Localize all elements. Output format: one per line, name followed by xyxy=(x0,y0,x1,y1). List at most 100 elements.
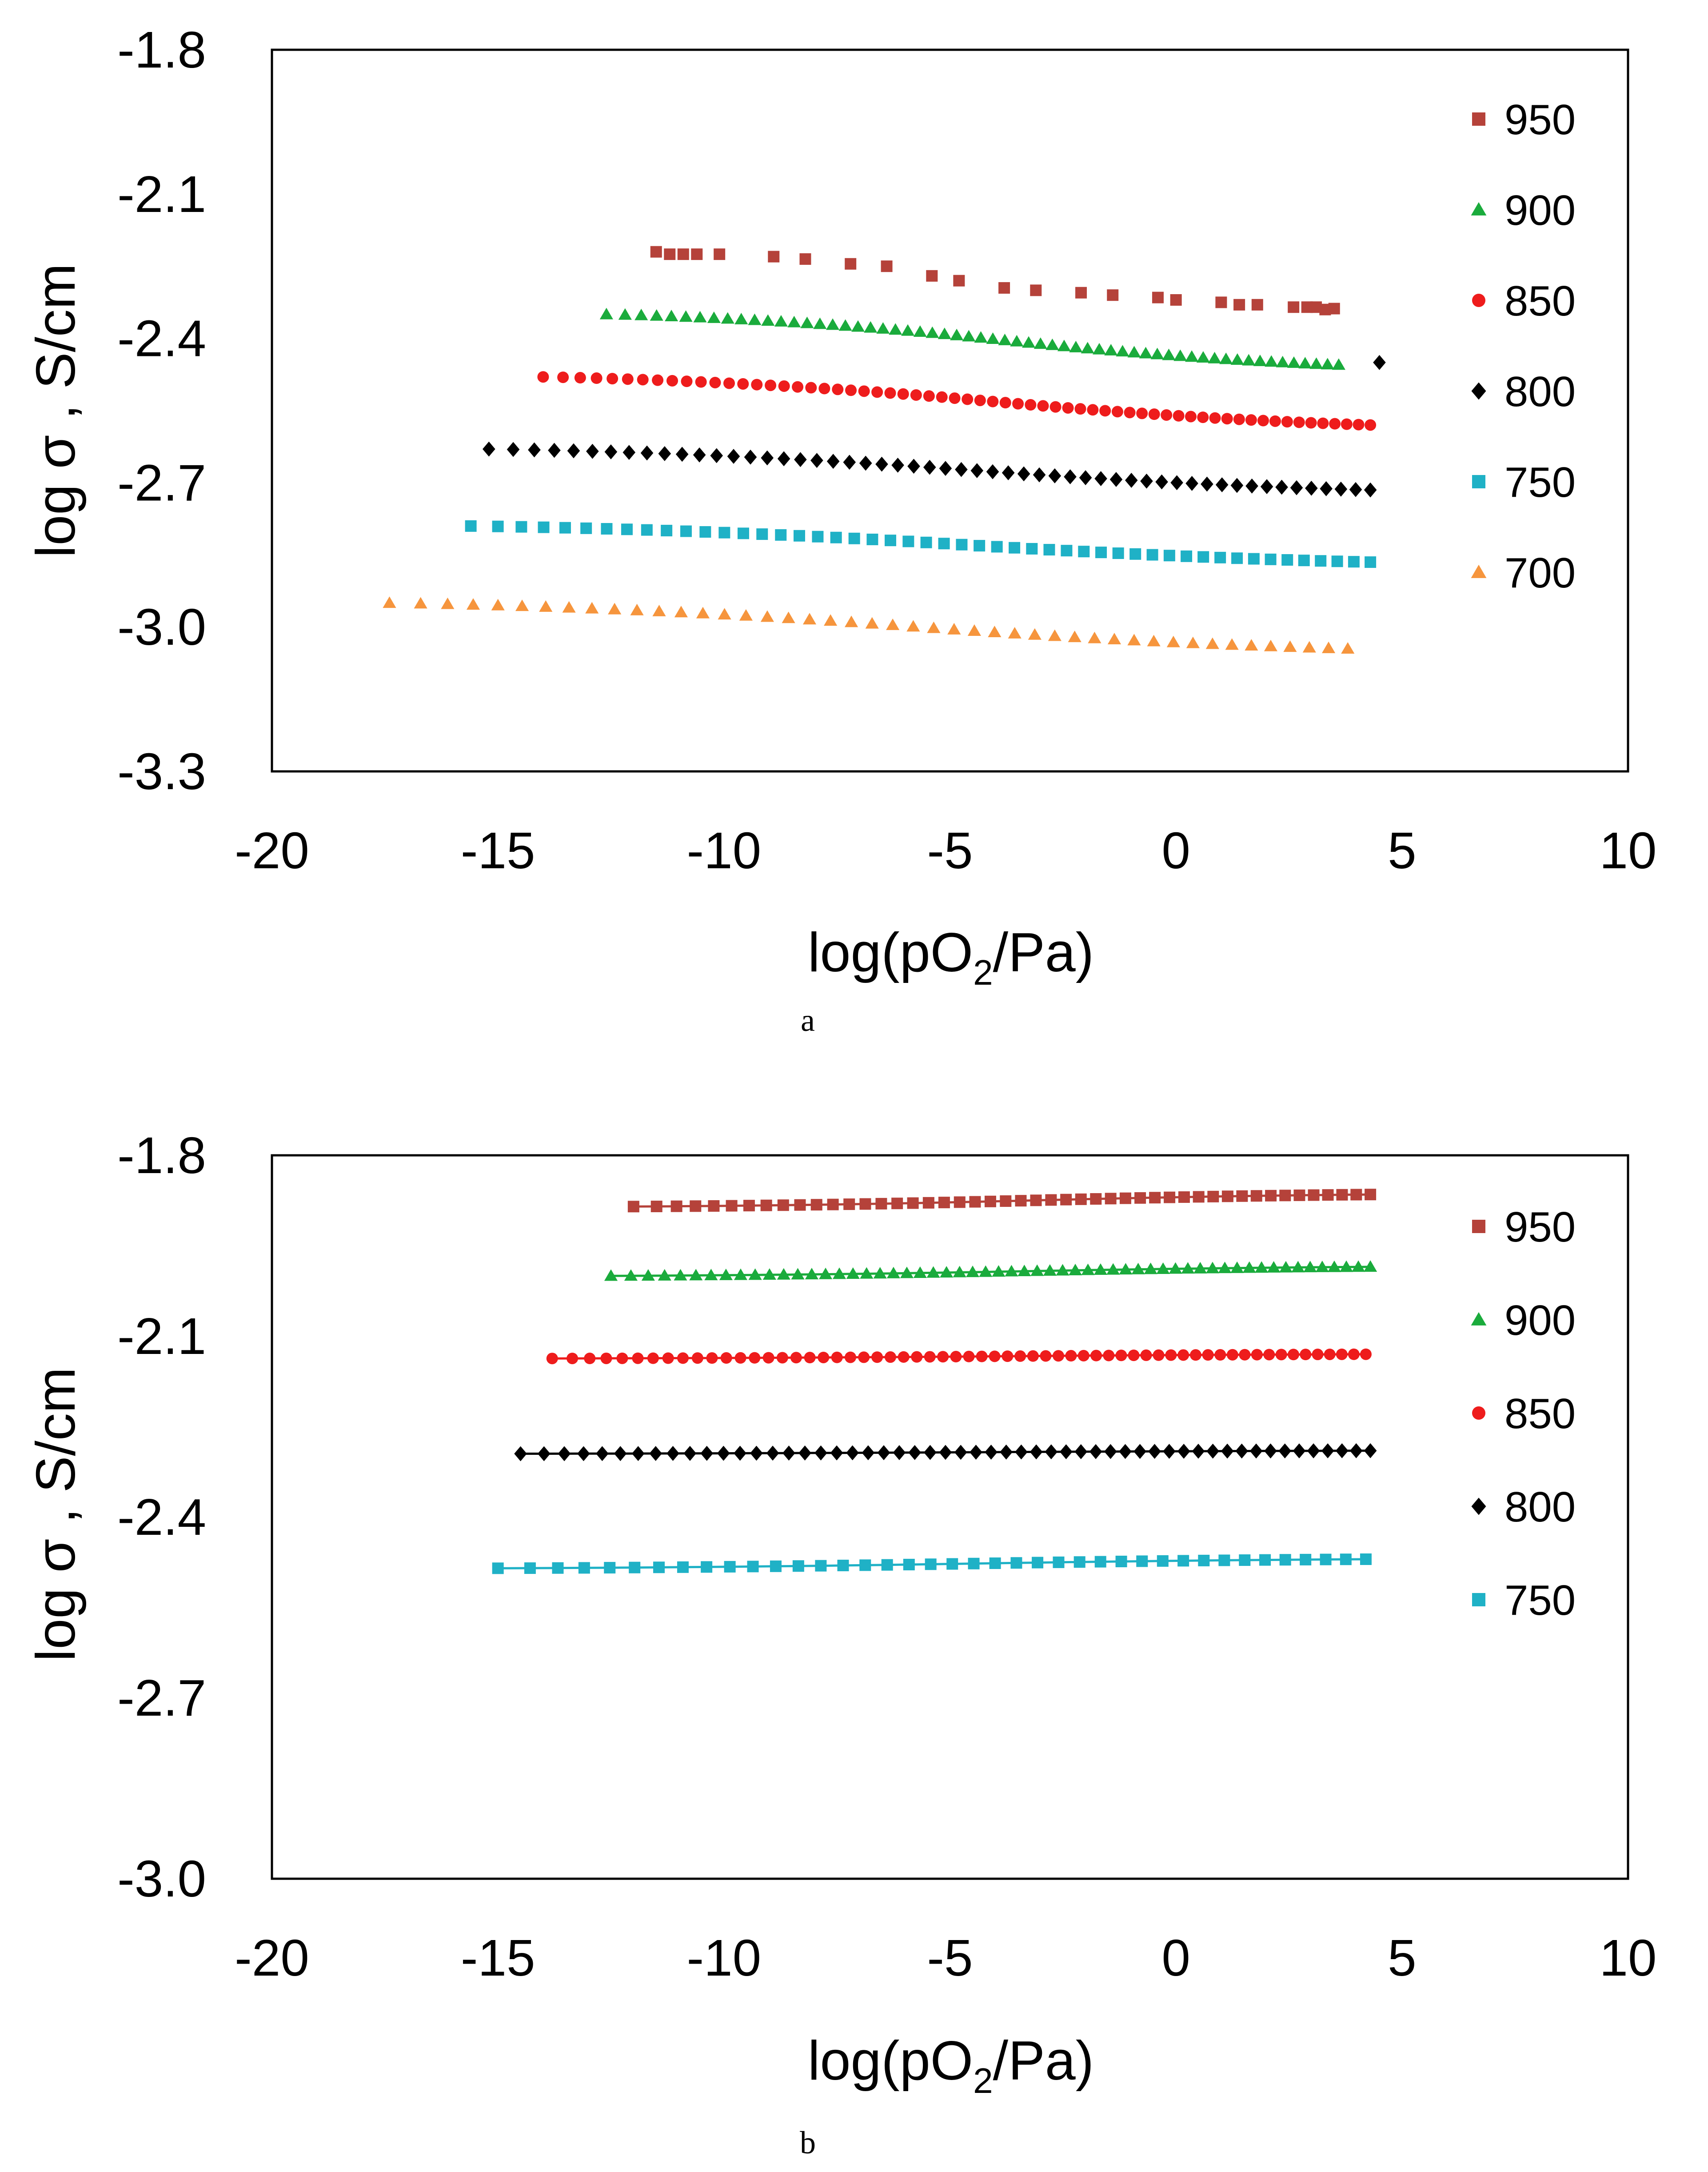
point-850 xyxy=(1074,403,1086,415)
point-850 xyxy=(1365,419,1377,431)
point-750 xyxy=(1331,555,1343,567)
point-950 xyxy=(969,1196,981,1208)
point-700 xyxy=(608,603,622,615)
point-900 xyxy=(1315,1260,1329,1272)
point-700 xyxy=(1321,641,1336,653)
point-700 xyxy=(886,618,900,630)
x-axis-label-b: log(pO2/Pa) xyxy=(808,2030,1094,2100)
point-900 xyxy=(1230,353,1244,365)
point-800 xyxy=(1293,1443,1306,1459)
point-850 xyxy=(1221,413,1233,425)
point-950 xyxy=(954,1196,966,1208)
point-800 xyxy=(1079,470,1092,485)
point-750 xyxy=(792,1560,804,1572)
point-800 xyxy=(750,1445,763,1461)
point-900 xyxy=(658,1269,671,1281)
point-850 xyxy=(1305,417,1317,429)
point-800 xyxy=(1185,475,1198,491)
point-750 xyxy=(974,540,986,552)
point-900 xyxy=(707,311,721,323)
point-700 xyxy=(967,624,981,636)
point-850 xyxy=(1233,413,1245,425)
legend-marker-800 xyxy=(1471,382,1486,400)
point-950 xyxy=(1233,299,1245,311)
point-800 xyxy=(1192,1443,1205,1459)
point-800 xyxy=(1335,1443,1349,1458)
point-950 xyxy=(891,1198,903,1210)
point-950 xyxy=(1251,299,1263,311)
point-750 xyxy=(1146,549,1158,561)
point-800 xyxy=(604,444,618,459)
point-750 xyxy=(492,1562,504,1574)
point-900 xyxy=(805,1268,818,1280)
point-900 xyxy=(761,314,775,326)
point-850 xyxy=(792,381,804,393)
point-800 xyxy=(1148,1444,1161,1459)
point-800 xyxy=(1307,1443,1320,1458)
point-850 xyxy=(1189,1349,1201,1361)
point-850 xyxy=(924,1351,936,1363)
point-900 xyxy=(1327,1260,1341,1272)
point-900 xyxy=(618,308,632,320)
point-800 xyxy=(717,1445,730,1461)
point-850 xyxy=(950,1351,962,1363)
point-850 xyxy=(1257,415,1269,427)
point-850 xyxy=(662,1352,674,1364)
legend-marker-700 xyxy=(1471,564,1487,578)
point-750 xyxy=(815,1560,827,1572)
point-800 xyxy=(1249,1443,1263,1459)
x-tick-label: -20 xyxy=(235,822,309,879)
point-850 xyxy=(1239,1349,1251,1361)
point-750 xyxy=(1095,547,1107,559)
point-950 xyxy=(938,1197,950,1209)
legend-marker-950 xyxy=(1472,112,1485,126)
point-750 xyxy=(1053,1556,1065,1568)
point-750 xyxy=(492,520,504,532)
point-900 xyxy=(674,1269,687,1281)
point-850 xyxy=(936,391,948,403)
point-800 xyxy=(631,1446,645,1461)
point-800 xyxy=(1320,481,1333,496)
point-850 xyxy=(709,376,721,388)
point-950 xyxy=(691,248,703,260)
legend-marker-850 xyxy=(1472,1406,1485,1420)
point-850 xyxy=(845,384,857,396)
point-900 xyxy=(1332,358,1345,370)
point-950 xyxy=(1279,1190,1291,1202)
point-850 xyxy=(911,1351,923,1363)
point-900 xyxy=(1119,1263,1133,1275)
point-800 xyxy=(1321,1443,1334,1458)
point-900 xyxy=(950,328,964,340)
point-950 xyxy=(1193,1191,1205,1203)
point-850 xyxy=(751,379,763,391)
point-750 xyxy=(1061,545,1073,557)
point-850 xyxy=(706,1352,718,1364)
point-700 xyxy=(927,621,941,633)
point-800 xyxy=(1140,473,1153,489)
point-950 xyxy=(714,248,726,260)
chart-panel-b: -1.8 -2.1 -2.4 -2.7 -3.0 -20 -15 -10 -5 0 5 10 log… xyxy=(25,1126,1657,2160)
y-tick-label: -3.0 xyxy=(117,598,206,656)
point-750 xyxy=(737,527,749,539)
point-900 xyxy=(1169,1262,1182,1274)
point-950 xyxy=(690,1200,702,1212)
point-900 xyxy=(1056,1264,1069,1276)
point-700 xyxy=(1147,635,1161,647)
point-950 xyxy=(1149,1192,1161,1204)
point-850 xyxy=(1040,1350,1052,1362)
point-800 xyxy=(955,462,968,477)
point-750 xyxy=(968,1557,980,1569)
point-800 xyxy=(843,455,856,470)
point-950 xyxy=(726,1200,738,1212)
point-850 xyxy=(681,375,693,387)
point-950 xyxy=(1365,1189,1377,1201)
point-750 xyxy=(1112,547,1124,559)
point-750 xyxy=(1340,1553,1352,1565)
point-800 xyxy=(1064,469,1077,484)
point-700 xyxy=(1341,642,1355,654)
point-850 xyxy=(1275,1349,1287,1361)
point-750 xyxy=(866,533,878,545)
point-750 xyxy=(701,1561,713,1573)
point-750 xyxy=(902,535,914,547)
